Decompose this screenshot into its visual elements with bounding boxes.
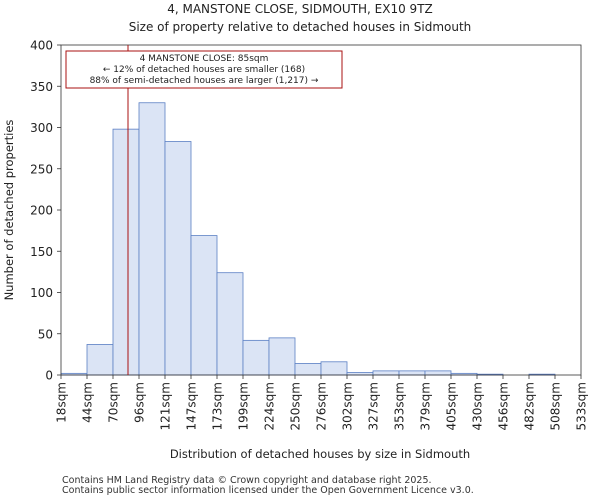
x-tick-label: 96sqm xyxy=(133,382,147,423)
y-axis-label: Number of detached properties xyxy=(2,120,16,301)
bars-group xyxy=(60,102,556,376)
x-tick-label: 224sqm xyxy=(263,382,277,430)
x-axis: 18sqm 44sqm 70sqm 96sqm 121sqm 147sqm 173sqm 19… xyxy=(55,375,589,430)
annotation-line-2: ← 12% of detached houses are smaller (16… xyxy=(103,65,305,75)
x-tick-label: 456sqm xyxy=(497,382,511,430)
histogram-bar xyxy=(216,272,244,376)
y-tick-label: 50 xyxy=(38,327,53,341)
histogram-bar xyxy=(112,128,140,376)
histogram-bar xyxy=(372,370,400,376)
y-tick-label: 200 xyxy=(30,204,53,218)
histogram-bar xyxy=(294,363,322,376)
x-tick-label: 405sqm xyxy=(445,382,459,430)
x-tick-label: 353sqm xyxy=(393,382,407,430)
y-tick-label: 400 xyxy=(30,39,53,53)
y-axis: 0 50 100 150 200 250 300 350 400 xyxy=(30,39,61,383)
x-tick-label: 121sqm xyxy=(159,382,173,430)
x-tick-label: 70sqm xyxy=(107,382,121,423)
chart-subtitle: Size of property relative to detached ho… xyxy=(129,20,472,34)
y-tick-label: 350 xyxy=(30,80,53,94)
y-tick-label: 300 xyxy=(30,121,53,135)
histogram-bar xyxy=(320,361,348,376)
y-tick-label: 150 xyxy=(30,245,53,259)
footer-line-1: Contains HM Land Registry data © Crown c… xyxy=(62,475,432,486)
annotation-line-1: 4 MANSTONE CLOSE: 85sqm xyxy=(140,54,269,64)
histogram-bar xyxy=(242,339,270,376)
y-tick-label: 100 xyxy=(30,286,53,300)
x-tick-label: 276sqm xyxy=(315,382,329,430)
histogram-bar xyxy=(164,141,192,376)
footer-line-2: Contains public sector information licen… xyxy=(62,485,474,496)
x-tick-label: 173sqm xyxy=(211,382,225,430)
histogram-bar xyxy=(268,337,296,376)
x-axis-label: Distribution of detached houses by size … xyxy=(170,447,470,461)
x-tick-label: 482sqm xyxy=(523,382,537,430)
x-tick-label: 44sqm xyxy=(81,382,95,423)
annotation-line-3: 88% of semi-detached houses are larger (… xyxy=(90,76,319,86)
histogram-bar xyxy=(424,370,452,376)
x-tick-label: 147sqm xyxy=(185,382,199,430)
chart-title: 4, MANSTONE CLOSE, SIDMOUTH, EX10 9TZ xyxy=(167,2,433,16)
x-tick-label: 430sqm xyxy=(471,382,485,430)
x-tick-label: 508sqm xyxy=(549,382,563,430)
y-tick-label: 250 xyxy=(30,162,53,176)
histogram-bar xyxy=(398,370,426,376)
histogram-bar xyxy=(138,102,166,376)
x-tick-label: 250sqm xyxy=(289,382,303,430)
x-tick-label: 327sqm xyxy=(367,382,381,430)
x-tick-label: 379sqm xyxy=(419,382,433,430)
x-tick-label: 18sqm xyxy=(55,382,69,423)
x-tick-label: 199sqm xyxy=(237,382,251,430)
annotation-box: 4 MANSTONE CLOSE: 85sqm ← 12% of detache… xyxy=(65,50,343,89)
y-tick-label: 0 xyxy=(45,369,53,383)
histogram-bar xyxy=(190,235,218,376)
x-tick-label: 302sqm xyxy=(341,382,355,430)
x-tick-label: 533sqm xyxy=(575,382,589,430)
histogram-bar xyxy=(86,344,114,376)
plot-frame xyxy=(60,44,582,376)
